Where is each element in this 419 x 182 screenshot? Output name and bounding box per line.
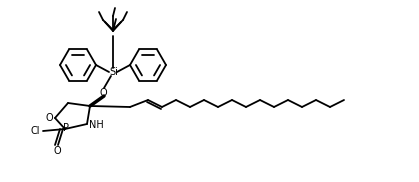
Text: NH: NH [89,120,103,130]
Text: Cl: Cl [30,126,40,136]
Text: O: O [99,88,107,98]
Text: O: O [45,113,53,123]
Text: O: O [53,146,61,156]
Text: Si: Si [109,67,119,77]
Text: P: P [63,123,69,133]
